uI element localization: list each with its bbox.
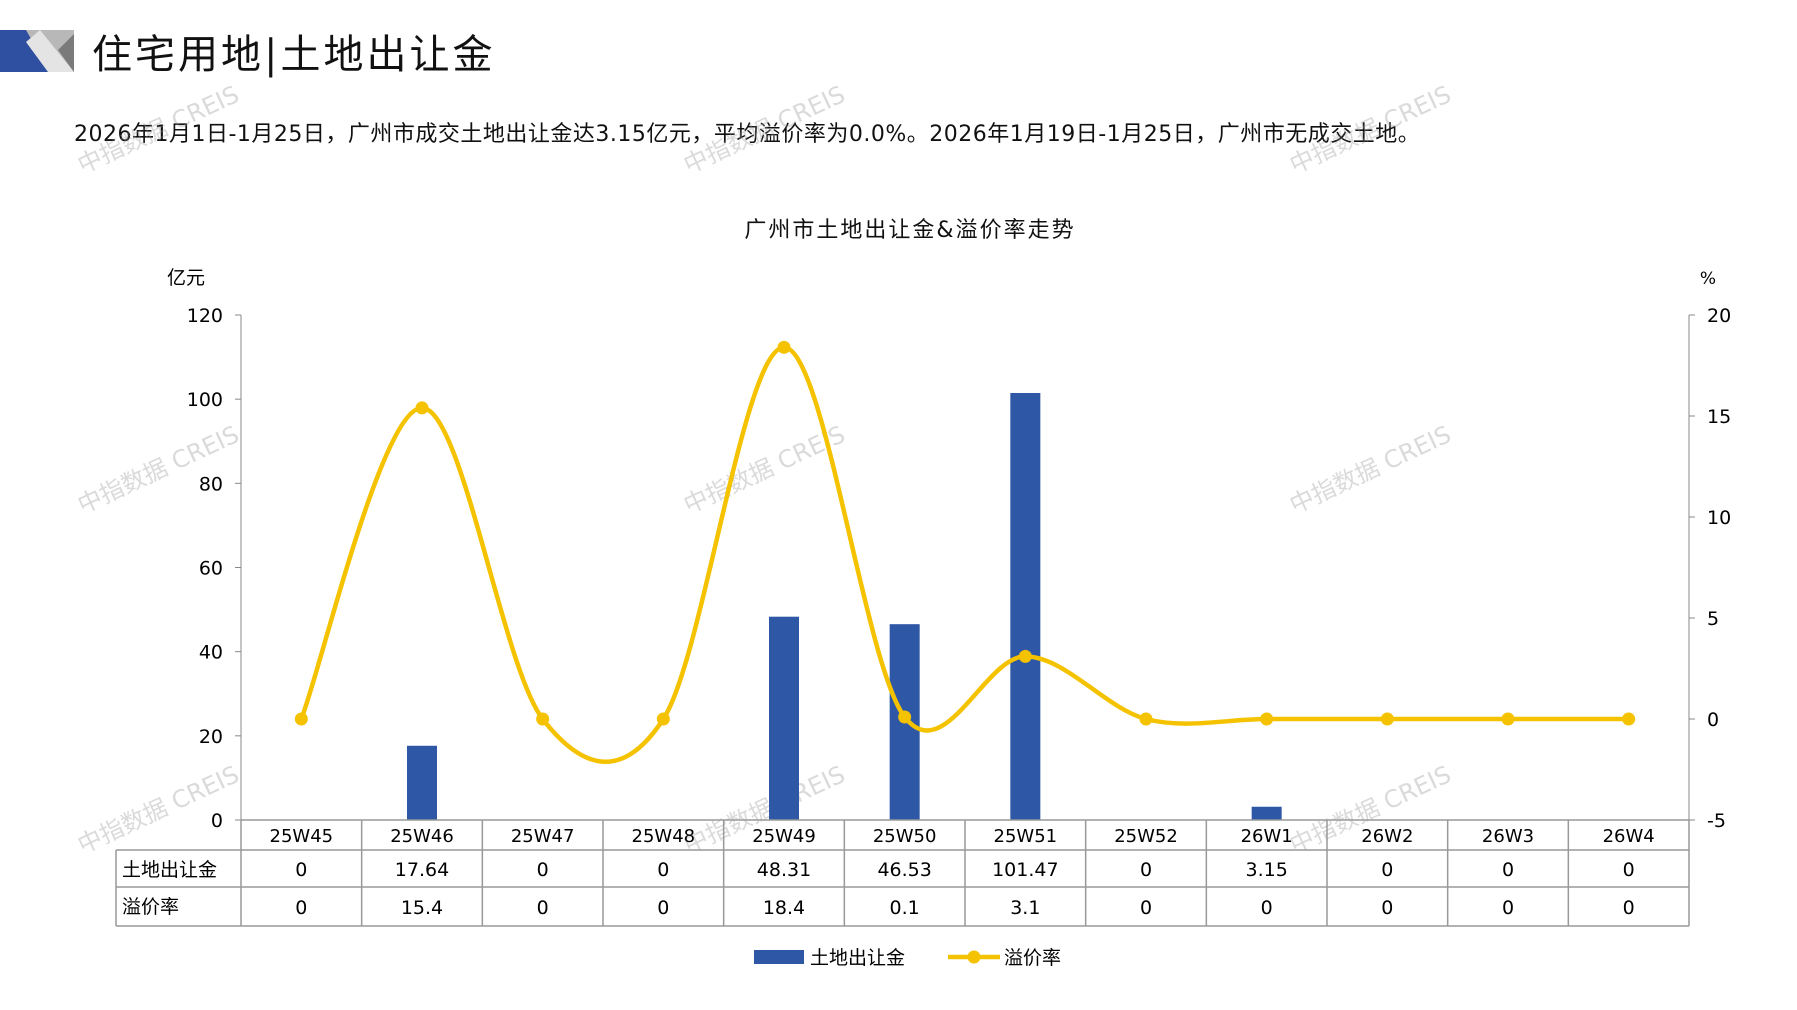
table-row-header: 溢价率 [122, 896, 179, 918]
rate-value-cell: 18.4 [763, 897, 805, 919]
category-label: 25W47 [511, 826, 575, 847]
premium-rate-point [1501, 712, 1515, 726]
category-label: 25W51 [994, 826, 1058, 847]
bar [769, 616, 799, 820]
right-tick-label: 0 [1707, 709, 1719, 731]
premium-rate-point [415, 401, 429, 415]
rate-value-cell: 0.1 [890, 897, 920, 919]
right-tick-label: 20 [1707, 305, 1731, 327]
premium-rate-point [1622, 712, 1636, 726]
left-axis-label: 亿元 [167, 267, 205, 289]
category-label: 25W46 [390, 826, 454, 847]
premium-rate-point [1139, 712, 1153, 726]
legend-line-label: 溢价率 [1004, 947, 1061, 969]
legend-bar-swatch [754, 950, 804, 964]
left-tick-label: 100 [187, 389, 223, 411]
bar-value-cell: 48.31 [757, 859, 811, 881]
premium-rate-line [299, 345, 1629, 764]
category-label: 26W1 [1241, 826, 1293, 847]
premium-rate-point [536, 712, 550, 726]
bar-value-cell: 17.64 [395, 859, 449, 881]
legend-bar-label: 土地出让金 [810, 947, 905, 969]
bar-value-cell: 0 [295, 859, 307, 881]
table-row-header: 土地出让金 [122, 859, 217, 881]
right-axis-label: % [1700, 269, 1716, 289]
legend-line-marker [967, 950, 981, 964]
rate-value-cell: 0 [295, 897, 307, 919]
page-title: 住宅用地|土地出让金 [92, 32, 496, 78]
brand-logo [0, 30, 74, 72]
rate-value-cell: 0 [1381, 897, 1393, 919]
premium-rate-point [1260, 712, 1274, 726]
right-tick-label: -5 [1707, 810, 1726, 832]
bar-value-cell: 0 [657, 859, 669, 881]
left-tick-label: 60 [199, 558, 223, 580]
bar-value-cell: 0 [1381, 859, 1393, 881]
premium-rate-point [1380, 712, 1394, 726]
rate-value-cell: 15.4 [401, 897, 443, 919]
category-label: 26W4 [1603, 826, 1655, 847]
category-label: 25W50 [873, 826, 937, 847]
left-tick-label: 20 [199, 726, 223, 748]
bar-value-cell: 0 [537, 859, 549, 881]
category-label: 25W49 [752, 826, 816, 847]
page-subtitle: 2026年1月1日-1月25日，广州市成交土地出让金达3.15亿元，平均溢价率为… [74, 122, 1421, 147]
category-label: 26W3 [1482, 826, 1534, 847]
rate-value-cell: 0 [1623, 897, 1635, 919]
rate-value-cell: 0 [537, 897, 549, 919]
left-tick-label: 120 [187, 305, 223, 327]
rate-value-cell: 0 [1261, 897, 1273, 919]
left-tick-label: 0 [211, 810, 223, 832]
category-label: 25W52 [1114, 826, 1178, 847]
rate-value-cell: 0 [1502, 897, 1514, 919]
premium-rate-point [898, 710, 912, 724]
bar-value-cell: 0 [1140, 859, 1152, 881]
bar [1010, 392, 1041, 820]
category-label: 26W2 [1361, 826, 1413, 847]
rate-value-cell: 0 [657, 897, 669, 919]
chart-title: 广州市土地出让金&溢价率走势 [744, 218, 1076, 243]
category-label: 25W48 [632, 826, 696, 847]
left-tick-label: 80 [199, 473, 223, 495]
bar-value-cell: 3.15 [1246, 859, 1288, 881]
category-label: 25W45 [270, 826, 334, 847]
bar-value-cell: 0 [1502, 859, 1514, 881]
right-tick-label: 15 [1707, 406, 1731, 428]
rate-value-cell: 3.1 [1010, 897, 1040, 919]
premium-rate-point [1018, 649, 1032, 663]
premium-rate-point [777, 340, 791, 354]
premium-rate-point [656, 712, 670, 726]
right-tick-label: 5 [1707, 608, 1719, 630]
bar [407, 745, 437, 820]
rate-value-cell: 0 [1140, 897, 1152, 919]
bar-value-cell: 46.53 [877, 859, 931, 881]
bar [1251, 806, 1282, 820]
bar-value-cell: 0 [1623, 859, 1635, 881]
left-tick-label: 40 [199, 642, 223, 664]
right-tick-label: 10 [1707, 507, 1731, 529]
bar-value-cell: 101.47 [992, 859, 1058, 881]
premium-rate-point [294, 712, 308, 726]
